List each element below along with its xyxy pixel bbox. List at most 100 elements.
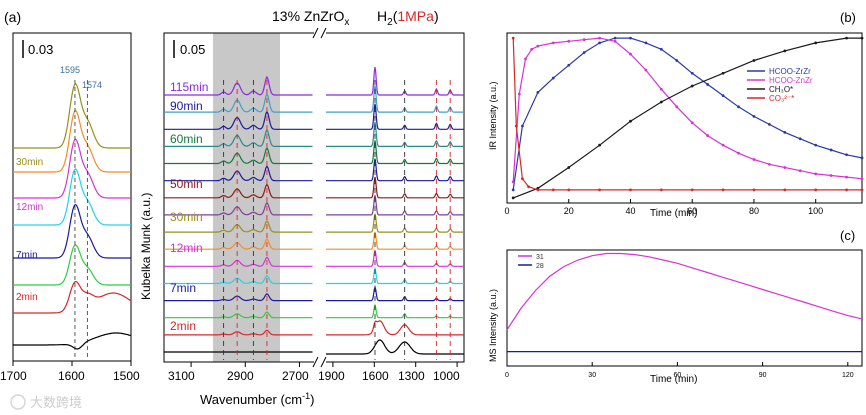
main-spectrum-55min-low — [326, 158, 464, 182]
b-series-3-point — [752, 188, 756, 192]
main-spectrum-100min-high — [164, 92, 313, 113]
b-series-2-point — [752, 59, 756, 62]
main-spectrum-9min-high — [164, 274, 313, 285]
panel-a-main-plot — [163, 27, 465, 368]
b-xtick-80: 80 — [749, 206, 759, 216]
b-series-1-point — [629, 52, 632, 56]
main-spectrum-75min-low — [326, 121, 464, 147]
b-legend-label-0: HCOO-ZrZr — [769, 67, 811, 76]
main-spectrum-7min-low — [326, 284, 464, 302]
main-scale-label: 0.05 — [180, 42, 205, 57]
panel-b-plot: 0 20 40 60 80 100 HCOO-ZrZrHCOO-ZnZrCH₃O*CO₃²⁻… — [504, 32, 864, 216]
b-series-1-point — [659, 87, 663, 91]
main-spectrum-75min-high — [164, 128, 313, 147]
c-xtick-90: 90 — [759, 372, 767, 379]
b-series-0-point — [613, 36, 617, 40]
b-series-3-point — [514, 124, 518, 128]
b-legend-label-1: HCOO-ZnZr — [769, 76, 813, 85]
left-xtick-1700: 1700 — [0, 369, 27, 383]
main-spectrum-40min-low — [326, 195, 464, 216]
left-xtick-1500: 1500 — [113, 369, 140, 383]
b-series-0-point — [690, 71, 694, 75]
b-legend-label-2: CH₃O* — [769, 85, 793, 94]
b-series-2-point — [629, 119, 632, 123]
b-series-1-point — [524, 57, 527, 61]
main-spectrum-50min-high — [164, 183, 313, 199]
main-xtick-3100: 3100 — [168, 369, 195, 383]
watermark: 大数跨境 — [10, 394, 82, 411]
left-spectrum-12min — [13, 138, 131, 199]
main-spectrum-30min-low — [326, 213, 464, 233]
b-series-3-point — [659, 188, 663, 192]
panel-c-plot: 0 30 60 90 120 31 28 — [505, 249, 863, 379]
b-series-2-point — [659, 100, 663, 104]
left-spectrum-30min — [13, 82, 131, 149]
b-series-3-point — [814, 188, 818, 192]
b-series-0-point — [737, 105, 740, 109]
b-series-0-point — [629, 36, 632, 40]
b-series-0 — [512, 37, 863, 190]
b-series-2-point — [783, 49, 787, 53]
b-series-0-point — [675, 59, 679, 62]
main-ylabel: Kubelka Munk (a.u.) — [139, 193, 153, 300]
b-series-0-point — [598, 41, 602, 45]
left-xtick-1600: 1600 — [58, 369, 85, 383]
c-xtick-30: 30 — [588, 372, 596, 379]
b-series-3-point — [690, 188, 694, 192]
main-spectrum-2min-high — [164, 329, 313, 336]
b-series-2-point — [721, 71, 725, 75]
b-series-1-point — [829, 174, 833, 177]
left-time-label-12min: 12min — [16, 202, 43, 213]
b-series-1-point — [783, 166, 787, 169]
c-xtick-120: 120 — [842, 372, 854, 379]
panel-a-condition: H2(1MPa) — [377, 8, 439, 28]
main-spectrum-115min-high — [164, 75, 313, 96]
b-series-1-point — [752, 158, 756, 161]
b-series-1-point — [567, 39, 571, 43]
main-spectrum-9min-low — [326, 266, 464, 285]
axis-break-mark — [320, 356, 327, 368]
panel-c-label: (c) — [840, 228, 855, 243]
b-series-1-point — [814, 172, 818, 176]
b-series-3-point — [860, 188, 864, 192]
left-scale-label: 0.03 — [28, 42, 53, 57]
main-spectrum-55min-high — [164, 165, 313, 182]
b-series-2-point — [511, 196, 515, 200]
main-spectrum-20min-low — [326, 231, 464, 250]
main-spectrum-100min-low — [326, 85, 464, 113]
left-time-label-2min: 2min — [16, 292, 38, 303]
main-time-label-2min: 2min — [170, 319, 196, 333]
b-series-3-point — [567, 188, 571, 192]
c-frame — [506, 249, 863, 367]
axis-break-mark — [312, 27, 319, 39]
main-time-label-7min: 7min — [170, 281, 196, 295]
left-spectrum-9min — [13, 167, 131, 226]
main-xlabel: Wavenumber (cm-1) — [200, 391, 314, 407]
main-xtick-1300: 1300 — [398, 369, 425, 383]
b-series-0-point — [721, 94, 725, 98]
main-spectrum-12min-high — [164, 256, 313, 267]
b-series-0-point — [536, 91, 540, 94]
main-xtick-1000: 1000 — [433, 369, 460, 383]
b-series-0-point — [814, 143, 818, 147]
b-series-3-point — [783, 188, 787, 192]
panel-c-ylabel: MS Intensity (a.u.) — [488, 289, 498, 362]
b-series-1-point — [530, 47, 534, 51]
left-spectrum-0min — [13, 332, 132, 350]
b-series-1-point — [845, 175, 848, 179]
b-series-3-point — [511, 36, 515, 40]
main-spectrum-60min-high — [164, 146, 313, 165]
b-series-1-point — [706, 134, 710, 137]
left-spectrum-4min — [13, 244, 131, 286]
b-series-3-point — [629, 188, 632, 192]
main-time-label-60min: 60min — [170, 132, 203, 146]
b-series-1-point — [551, 41, 555, 45]
c-legend-label-1: 28 — [536, 263, 544, 270]
main-xtick-1600: 1600 — [362, 369, 389, 383]
c-xtick-0: 0 — [505, 372, 509, 379]
left-spectrum-20min — [13, 109, 131, 173]
b-series-0-point — [860, 156, 864, 160]
panel-a-left-plot — [12, 32, 132, 366]
main-spectrum-60min-low — [326, 140, 464, 165]
